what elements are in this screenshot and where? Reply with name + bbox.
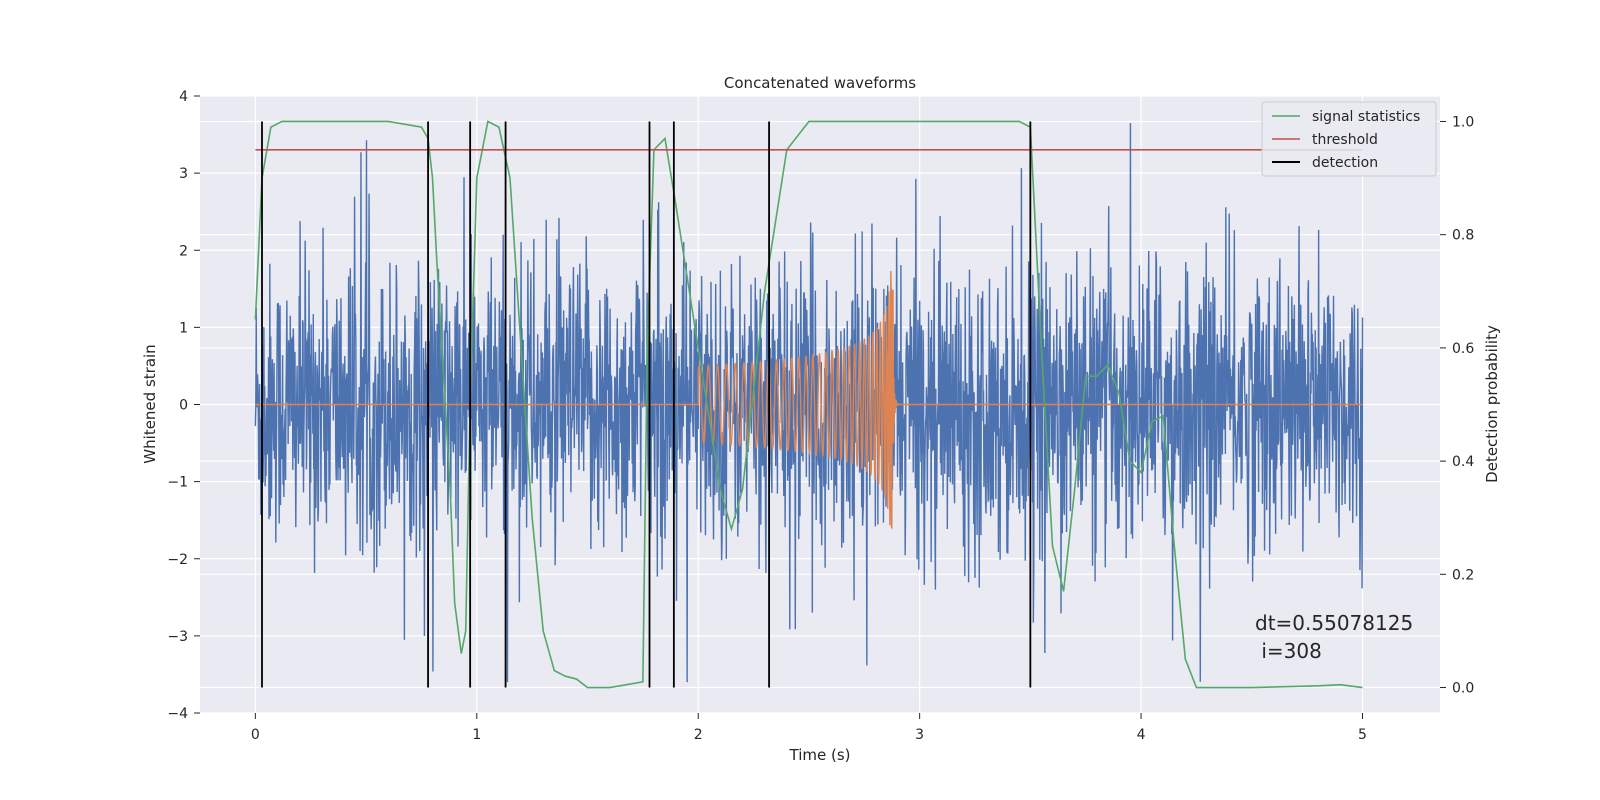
y-right-tick-label: 1.0 bbox=[1452, 114, 1474, 130]
x-tick-label: 1 bbox=[472, 727, 481, 743]
annotation-index: i=308 bbox=[1255, 639, 1322, 663]
y-left-tick-label: −1 bbox=[167, 475, 188, 491]
chart-title: Concatenated waveforms bbox=[724, 74, 916, 92]
legend-label-signal-statistics: signal statistics bbox=[1312, 109, 1420, 125]
series-layer bbox=[254, 120, 1364, 689]
y-left-tick-label: 1 bbox=[179, 320, 188, 336]
x-axis-label: Time (s) bbox=[789, 746, 851, 764]
legend: signal statistics threshold detection bbox=[1261, 101, 1437, 177]
x-tick-label: 4 bbox=[1137, 727, 1146, 743]
x-tick-label: 0 bbox=[251, 727, 260, 743]
y-left-tick-label: 2 bbox=[179, 243, 188, 259]
y-right-tick-label: 0.2 bbox=[1452, 567, 1474, 583]
annotation-dt: dt=0.55078125 bbox=[1255, 611, 1413, 635]
signal-statistics-line bbox=[254, 120, 1363, 689]
y-axis-right-label: Detection probability bbox=[1483, 325, 1501, 483]
y-left-tick-label: 4 bbox=[179, 89, 188, 105]
y-left-tick-label: 3 bbox=[179, 166, 188, 182]
y-left-tick-label: −4 bbox=[167, 706, 188, 722]
x-tick-label: 5 bbox=[1358, 727, 1367, 743]
y-right-tick-label: 0.6 bbox=[1452, 341, 1474, 357]
y-right-tick-label: 0.4 bbox=[1452, 454, 1474, 470]
x-tick-label: 3 bbox=[915, 727, 924, 743]
legend-label-threshold: threshold bbox=[1312, 132, 1378, 148]
x-tick-label: 2 bbox=[694, 727, 703, 743]
y-right-tick-label: 0.8 bbox=[1452, 228, 1474, 244]
axis-ticks: 0 1 2 3 4 5 −4 −3 −2 −1 0 1 2 3 4 0.0 0.2 0.4 0.6 0.8 1.0 bbox=[167, 89, 1474, 743]
legend-box bbox=[1261, 101, 1437, 177]
chirp-series-line bbox=[255, 270, 1363, 529]
y-left-tick-label: −3 bbox=[167, 629, 188, 645]
y-left-tick-label: 0 bbox=[179, 398, 188, 414]
y-left-tick-label: −2 bbox=[167, 552, 188, 568]
y-right-tick-label: 0.0 bbox=[1452, 681, 1474, 697]
y-axis-left-label: Whitened strain bbox=[141, 344, 159, 463]
legend-label-detection: detection bbox=[1312, 155, 1378, 171]
